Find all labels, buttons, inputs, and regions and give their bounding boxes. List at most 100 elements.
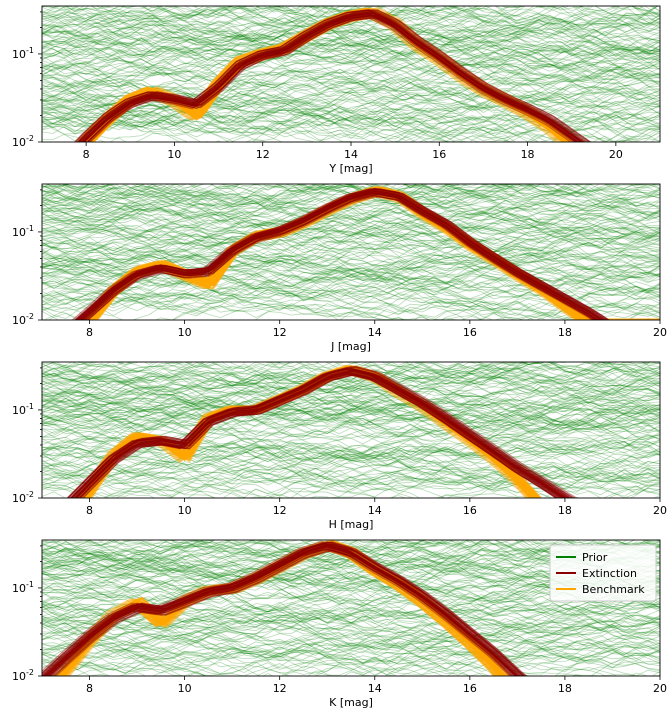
series-extinction — [73, 9, 592, 142]
prior-curve — [46, 184, 660, 196]
prior-curve — [42, 6, 659, 26]
extinction-curve — [46, 548, 514, 676]
x-tick-label: 18 — [558, 682, 572, 695]
prior-curve — [42, 408, 660, 447]
extinction-curve — [83, 14, 580, 142]
extinction-curve — [45, 549, 511, 676]
extinction-curve — [43, 543, 521, 676]
x-tick-label: 14 — [368, 682, 382, 695]
prior-curve — [42, 394, 660, 437]
prior-curve — [42, 86, 660, 122]
prior-curve — [42, 642, 660, 672]
prior-curve — [46, 639, 660, 676]
prior-curve — [42, 184, 660, 206]
extinction-curve — [77, 9, 587, 142]
extinction-curve — [81, 15, 577, 142]
prior-curve — [42, 19, 660, 59]
prior-curve — [42, 46, 660, 79]
x-tick-label: 16 — [463, 504, 477, 517]
extinction-curve — [78, 13, 578, 142]
prior-curve — [42, 206, 660, 230]
prior-curve — [42, 395, 660, 421]
prior-curve — [42, 6, 660, 43]
prior-curve — [42, 391, 660, 432]
prior-curve — [42, 78, 660, 111]
extinction-curve — [86, 15, 581, 142]
x-axis-label: Y [mag] — [328, 162, 372, 175]
prior-curve — [42, 362, 660, 392]
extinction-curve — [46, 543, 525, 676]
prior-curve — [42, 416, 660, 460]
prior-curve — [42, 374, 660, 406]
extinction-curve — [81, 188, 611, 320]
extinction-curve — [83, 12, 584, 142]
prior-curve — [42, 245, 660, 283]
prior-curve — [42, 374, 660, 410]
prior-curve — [42, 6, 660, 47]
extinction-curve — [82, 13, 582, 142]
extinction-curve — [42, 542, 526, 676]
extinction-curve — [70, 370, 565, 498]
prior-curve — [69, 6, 659, 20]
prior-curve — [42, 267, 660, 294]
prior-curve — [42, 237, 660, 276]
prior-curve — [547, 362, 651, 373]
prior-curve — [42, 456, 660, 486]
extinction-curve — [77, 192, 598, 320]
x-tick-label: 20 — [609, 148, 623, 161]
axes-frame — [41, 361, 661, 499]
extinction-curve — [42, 541, 524, 676]
extinction-curve — [42, 543, 517, 676]
prior-curve — [42, 643, 660, 676]
prior-curve — [42, 46, 660, 83]
extinction-curve — [77, 12, 578, 142]
plot-area — [42, 362, 660, 498]
prior-curve — [42, 388, 660, 442]
prior-curve — [42, 635, 660, 676]
series-benchmark — [81, 185, 660, 320]
extinction-curve — [42, 543, 519, 676]
prior-curve — [42, 241, 660, 289]
extinction-curve — [77, 369, 572, 498]
prior-curve — [42, 406, 660, 434]
prior-curve — [42, 65, 660, 117]
extinction-curve — [74, 374, 558, 498]
prior-curve — [42, 294, 535, 320]
extinction-curve — [75, 373, 561, 498]
extinction-curve — [82, 191, 605, 320]
extinction-curve — [81, 188, 610, 320]
prior-curve — [42, 20, 660, 61]
prior-curve — [42, 409, 660, 444]
prior-curve — [42, 381, 660, 437]
prior-curve — [42, 396, 660, 422]
extinction-curve — [77, 11, 582, 142]
prior-curve — [42, 101, 660, 131]
prior-curve — [42, 199, 660, 227]
extinction-curve — [74, 189, 603, 320]
prior-curve — [42, 301, 660, 320]
prior-curve — [42, 33, 660, 60]
prior-curve — [42, 225, 660, 279]
prior-curve — [42, 362, 660, 397]
extinction-curve — [87, 15, 583, 142]
extinction-curve — [70, 365, 576, 498]
prior-curve — [42, 572, 660, 615]
extinction-curve — [48, 544, 525, 676]
prior-curve — [42, 27, 660, 64]
prior-curve — [42, 264, 660, 306]
extinction-curve — [83, 11, 587, 142]
extinction-curve — [79, 192, 599, 320]
x-tick-label: 12 — [256, 148, 270, 161]
prior-curve — [42, 625, 660, 657]
prior-curve — [42, 88, 660, 118]
prior-curve — [42, 279, 660, 305]
extinction-curve — [72, 373, 558, 498]
prior-curve — [42, 618, 660, 649]
prior-curve — [42, 224, 660, 266]
extinction-curve — [83, 11, 589, 142]
prior-curve — [42, 386, 660, 425]
prior-curve — [42, 107, 660, 142]
prior-curve — [42, 37, 660, 80]
extinction-curve — [77, 10, 585, 142]
prior-curve — [42, 464, 660, 496]
